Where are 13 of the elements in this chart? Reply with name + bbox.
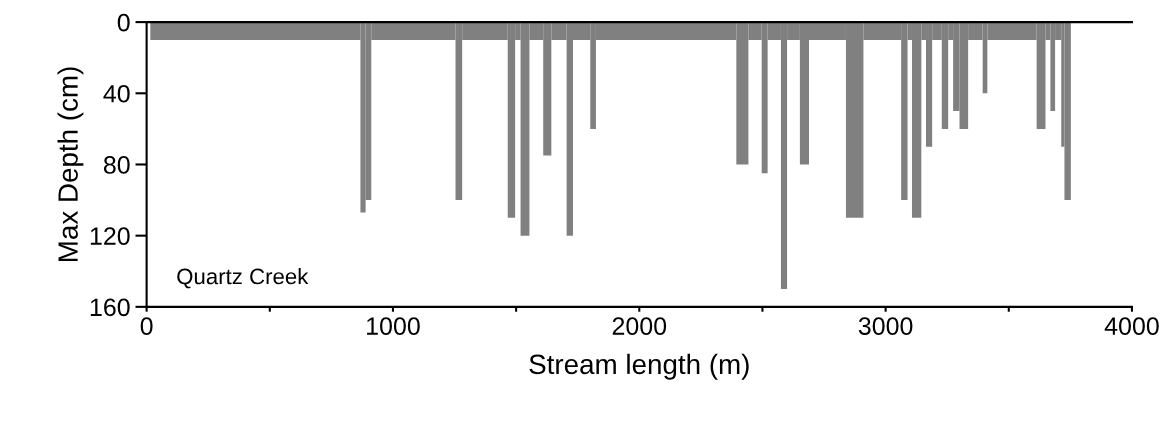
- y-tick-label: 40: [103, 84, 130, 103]
- x-tick-label: 1000: [367, 317, 420, 335]
- y-tick-label: 160: [90, 298, 130, 317]
- x-tick-label: 2000: [612, 317, 667, 335]
- annotation: Quartz Creek: [177, 268, 309, 289]
- x-tick-label: 3000: [858, 317, 913, 335]
- y-axis-title: Max Depth (cm): [57, 67, 84, 261]
- x-tick-label: 4000: [1104, 317, 1159, 335]
- y-tick-label: 0: [117, 13, 130, 32]
- y-tick-label: 80: [103, 156, 130, 174]
- x-axis-title: Stream length (m): [529, 353, 749, 380]
- y-tick-label: 120: [90, 227, 130, 245]
- x-tick-label: 0: [140, 317, 153, 335]
